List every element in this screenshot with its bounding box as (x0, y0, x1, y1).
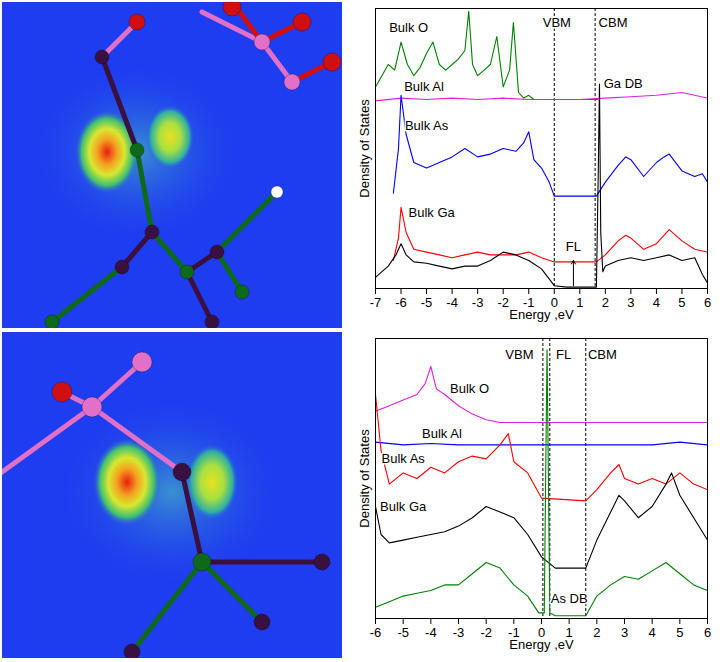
svg-text:0: 0 (537, 624, 546, 640)
svg-text:2: 2 (602, 295, 609, 310)
svg-text:Bulk Ga: Bulk Ga (409, 205, 456, 220)
svg-text:6: 6 (704, 295, 711, 310)
svg-text:-1: -1 (508, 624, 520, 640)
svg-text:CBM: CBM (599, 15, 628, 30)
svg-text:Bulk Al: Bulk Al (404, 79, 444, 94)
svg-text:-5: -5 (421, 295, 433, 310)
svg-text:0: 0 (550, 294, 558, 310)
svg-text:VBM: VBM (505, 347, 533, 362)
svg-text:Density of States: Density of States (357, 429, 372, 528)
svg-text:Ga DB: Ga DB (604, 76, 643, 91)
svg-text:-1: -1 (522, 294, 535, 310)
svg-text:-7: -7 (370, 295, 382, 310)
svg-text:-6: -6 (370, 625, 382, 640)
svg-text:5: 5 (678, 295, 685, 310)
svg-text:Energy ,eV: Energy ,eV (509, 637, 574, 652)
svg-text:Density of States: Density of States (357, 99, 372, 198)
svg-text:6: 6 (704, 625, 711, 640)
svg-text:-3: -3 (453, 625, 465, 640)
svg-text:1: 1 (565, 624, 573, 640)
svg-text:Bulk O: Bulk O (389, 20, 428, 35)
svg-text:CBM: CBM (588, 347, 617, 362)
svg-text:3: 3 (621, 625, 628, 640)
svg-text:-4: -4 (446, 295, 458, 310)
svg-text:-5: -5 (397, 625, 409, 640)
svg-text:As DB: As DB (551, 591, 588, 606)
svg-text:Bulk As: Bulk As (405, 118, 449, 133)
svg-text:-3: -3 (472, 295, 484, 310)
svg-text:3: 3 (627, 295, 634, 310)
svg-text:-4: -4 (425, 625, 437, 640)
svg-text:-6: -6 (395, 295, 407, 310)
svg-text:FL: FL (566, 239, 581, 254)
svg-text:Bulk Ga: Bulk Ga (380, 499, 427, 514)
svg-text:Bulk O: Bulk O (450, 381, 489, 396)
svg-text:FL: FL (556, 347, 571, 362)
svg-text:Bulk As: Bulk As (381, 451, 425, 466)
svg-text:2: 2 (593, 625, 600, 640)
svg-text:VBM: VBM (543, 15, 571, 30)
svg-text:5: 5 (676, 625, 683, 640)
svg-text:-2: -2 (480, 625, 492, 640)
svg-text:-2: -2 (497, 295, 509, 310)
svg-text:Bulk Al: Bulk Al (422, 426, 462, 441)
svg-text:1: 1 (576, 295, 583, 310)
svg-text:4: 4 (653, 295, 660, 310)
svg-text:4: 4 (649, 625, 656, 640)
svg-text:Energy ,eV: Energy ,eV (509, 307, 574, 322)
